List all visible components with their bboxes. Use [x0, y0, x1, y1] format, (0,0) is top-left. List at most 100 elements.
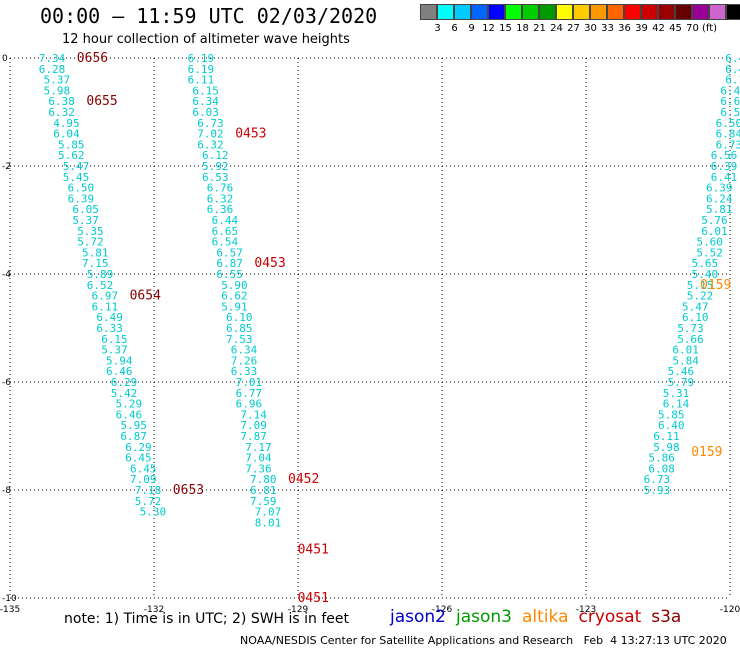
colorbar-swatch	[726, 4, 740, 20]
wave-height-label: 6.62	[221, 290, 248, 303]
wave-height-label: 6.65	[212, 225, 239, 238]
wave-height-label: 7.01	[236, 376, 263, 389]
wave-height-label: 6.32	[207, 192, 234, 205]
wave-height-label: 5.72	[77, 236, 104, 249]
wave-height-label: 6.28	[39, 63, 66, 76]
wave-height-label: 5.85	[58, 138, 85, 151]
wave-height-label: 6.45	[125, 452, 152, 465]
satellite-legend-cryosat: cryosat	[578, 607, 642, 627]
credit-footer: NOAA/NESDIS Center for Satellite Applica…	[240, 634, 727, 647]
y-tick-label: -10	[2, 594, 17, 604]
colorbar-swatch	[454, 4, 471, 20]
colorbar-swatch	[522, 4, 539, 20]
wave-height-label: 6.56	[720, 106, 740, 119]
wave-height-label: 5.52	[696, 246, 723, 259]
wave-height-label: 6.33	[96, 322, 123, 335]
wave-height-label: 5.95	[120, 419, 146, 432]
satellite-legend-jason3: jason3	[456, 607, 512, 627]
y-tick-label: -8	[2, 486, 11, 496]
wave-height-label: 6.34	[192, 95, 219, 108]
wave-height-label: 6.73	[644, 473, 671, 486]
colorbar-swatch	[607, 4, 624, 20]
colorbar-label: (ft)	[701, 23, 718, 34]
colorbar-label: 42	[652, 23, 665, 34]
satellite-legend-altika: altika	[522, 607, 569, 627]
wave-height-label: 5.35	[77, 225, 104, 238]
wave-height-label: 7.80	[250, 473, 277, 486]
wave-height-label: 6.11	[188, 74, 215, 87]
wave-height-label: 6.08	[648, 462, 675, 475]
wave-height-label: 7.09	[130, 473, 157, 486]
wave-height-label: 5.15	[687, 279, 714, 292]
wave-height-label: 6.19	[188, 52, 215, 65]
wave-height-label: 6.29	[125, 441, 152, 454]
pass-time-label: 0159	[700, 278, 731, 293]
colorbar-swatch	[590, 4, 607, 20]
wave-height-label: 6.32	[48, 106, 75, 119]
wave-height-label: 5.72	[135, 495, 162, 508]
wave-height-label: 5.81	[706, 203, 733, 216]
wave-height-label: 6.15	[192, 84, 219, 97]
colorbar-label: 45	[669, 23, 682, 34]
wave-height-label: 5.94	[106, 354, 133, 367]
wave-height-label: 6.10	[226, 311, 253, 324]
wave-height-label: 6.49	[96, 311, 123, 324]
satellite-legend-s3a: s3a	[651, 607, 682, 627]
wave-height-label: 6.45	[130, 462, 157, 475]
wave-height-label: 6.03	[192, 106, 219, 119]
colorbar-swatch	[641, 4, 658, 20]
chart-subtitle: 12 hour collection of altimeter wave hei…	[62, 32, 350, 47]
colorbar-swatch	[709, 4, 726, 20]
colorbar-swatch	[437, 4, 454, 20]
wave-height-label: 7.04	[245, 452, 272, 465]
wave-height-label: 5.91	[221, 300, 248, 313]
colorbar-label: 12	[482, 23, 495, 34]
wave-height-label: 5.45	[63, 171, 90, 184]
colorbar-swatch	[539, 4, 556, 20]
wave-height-label: 6.01	[701, 225, 728, 238]
chart-title: 00:00 – 11:59 UTC 02/03/2020	[40, 4, 378, 28]
x-tick-label: -120	[720, 605, 740, 615]
pass-time-label: 0453	[235, 127, 266, 142]
wave-height-label: 5.29	[116, 398, 143, 411]
wave-height-label: 7.09	[240, 419, 267, 432]
wave-height-label: 6.85	[226, 322, 253, 335]
wave-height-label: 7.26	[231, 354, 257, 367]
wave-height-label: 5.47	[63, 160, 90, 173]
wave-height-label: 6.73	[197, 117, 224, 130]
wave-height-label: 5.62	[58, 149, 85, 162]
wave-height-label: 5.93	[644, 484, 671, 497]
pass-time-label: 0451	[298, 542, 329, 557]
wave-height-label: 5.37	[44, 74, 71, 87]
colorbar-label: 70	[686, 23, 699, 34]
wave-height-label: 6.11	[653, 430, 680, 443]
wave-height-label: 8.01	[255, 516, 281, 529]
wave-height-label: 6.24	[706, 192, 733, 205]
wave-height-label: 6.46	[106, 365, 133, 378]
wave-height-label: 6.40	[658, 419, 685, 432]
wave-height-label: 5.92	[202, 160, 229, 173]
wave-height-label: 5.42	[111, 387, 138, 400]
wave-height-label: 5.76	[701, 214, 728, 227]
wave-height-label: 6.56	[711, 149, 738, 162]
wave-height-label: 6.76	[207, 182, 234, 195]
wave-height-label: 6.12	[202, 149, 229, 162]
wave-height-label: 6.55	[216, 268, 243, 281]
wave-height-label: 7.36	[245, 462, 272, 475]
wave-height-label: 6.77	[236, 387, 263, 400]
wave-height-label: 6.01	[672, 344, 699, 357]
wave-height-label: 5.79	[668, 376, 695, 389]
x-tick-label: -132	[144, 605, 164, 615]
colorbar-swatch	[488, 4, 505, 20]
wave-height-label: 6.36	[207, 203, 234, 216]
wave-height-label: 4.95	[53, 117, 79, 130]
pass-time-label: 0656	[77, 51, 108, 66]
wave-height-label: 5.86	[648, 452, 675, 465]
y-tick-label: 0	[2, 54, 8, 64]
wave-height-label: 5.98	[653, 441, 680, 454]
wave-height-label: 6.57	[216, 246, 243, 259]
colorbar-label: 9	[468, 23, 475, 34]
wave-height-label: 5.81	[82, 246, 109, 259]
satellite-legend-jason2: jason2	[390, 607, 446, 627]
